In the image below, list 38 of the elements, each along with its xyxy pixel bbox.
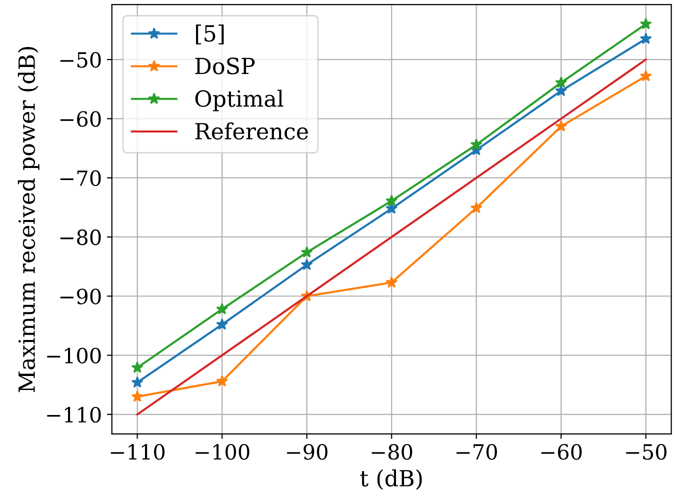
x-tick-label: −110 — [110, 444, 165, 460]
legend-label: DoSP — [195, 58, 255, 74]
y-axis-title: Maximum received power (dB) — [18, 47, 40, 392]
y-tick-label: −100 — [47, 348, 101, 364]
point — [640, 32, 652, 44]
x-tick-label: −90 — [287, 444, 328, 460]
x-tick-label: −60 — [541, 444, 582, 460]
point — [300, 246, 313, 258]
x-tick-label: −100 — [196, 444, 250, 460]
point — [640, 18, 652, 30]
legend-label: Optimal — [195, 90, 284, 112]
point — [470, 202, 482, 214]
point — [216, 302, 228, 314]
x-tick-label: −80 — [372, 444, 412, 460]
point — [216, 375, 228, 386]
point — [131, 361, 144, 373]
point — [386, 194, 398, 206]
legend-label: [5] — [196, 24, 224, 44]
y-tick-label: −80 — [60, 229, 101, 246]
y-tick-label: −60 — [60, 111, 101, 127]
x-tick-label: −50 — [626, 444, 666, 460]
point — [555, 84, 568, 96]
point — [216, 318, 228, 330]
point — [555, 120, 568, 132]
y-tick-label: −50 — [60, 52, 101, 68]
x-tick-label: −70 — [456, 444, 497, 460]
y-tick-label: −110 — [47, 406, 101, 423]
point — [555, 76, 568, 88]
legend-label: Reference — [195, 122, 308, 140]
point — [300, 258, 313, 270]
point — [131, 390, 144, 402]
y-tick-label: −70 — [60, 170, 101, 186]
x-axis-title: t (dB) — [360, 469, 422, 490]
y-tick-label: −90 — [60, 288, 101, 304]
point — [640, 70, 652, 82]
point — [470, 138, 482, 150]
point — [386, 276, 398, 288]
point — [131, 376, 144, 388]
